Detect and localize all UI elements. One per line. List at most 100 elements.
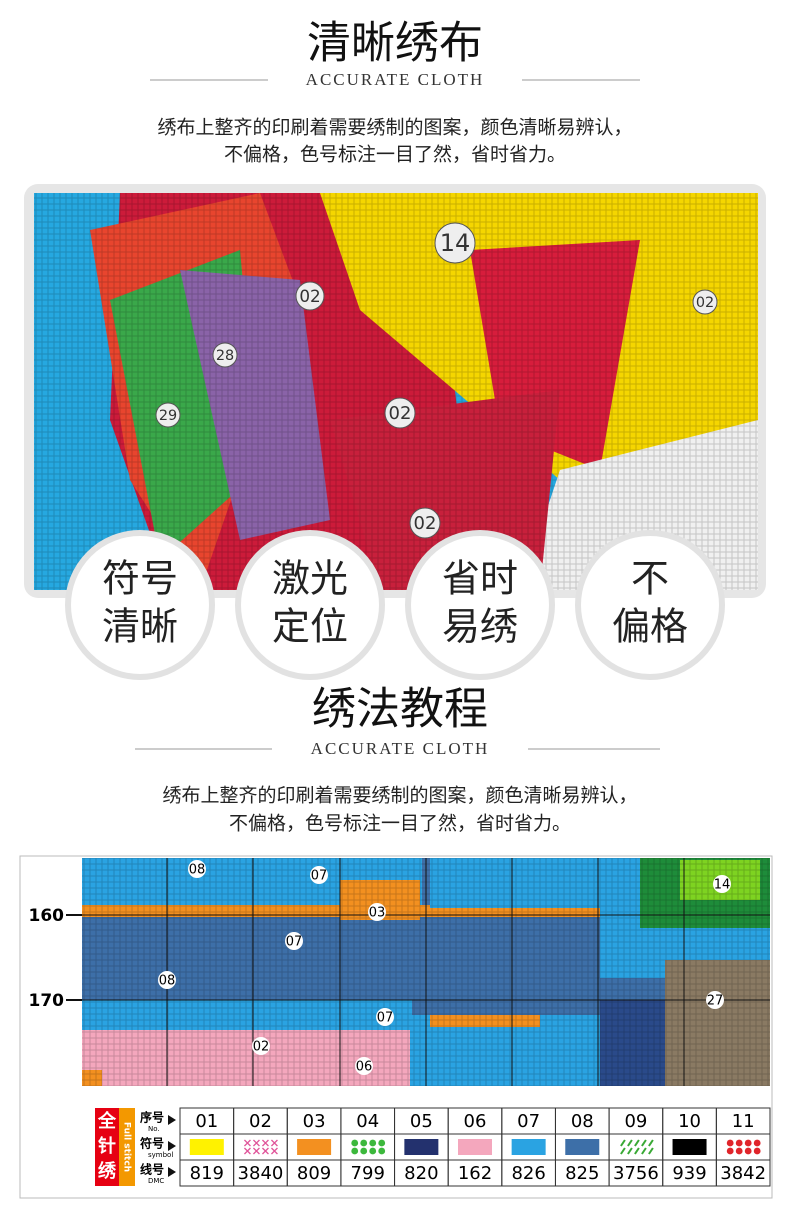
- description: 绣布上整齐的印刷着需要绣制的图案，颜色清晰易辨认，: [157, 117, 632, 139]
- badge-text: 激光: [272, 557, 348, 601]
- legend-swatch: [252, 1139, 260, 1147]
- legend-side-char: 针: [98, 1135, 116, 1157]
- legend-swatch: [627, 1147, 633, 1155]
- cell-marker: [355, 1057, 373, 1075]
- badge-text: 易绣: [442, 605, 518, 649]
- cell-label: 14: [714, 878, 731, 893]
- legend-no: 04: [356, 1111, 379, 1132]
- row-header: 线号: [140, 1162, 164, 1177]
- cell-label: 02: [253, 1040, 270, 1055]
- legend-swatch: [627, 1139, 633, 1147]
- legend-swatch: [351, 1139, 359, 1147]
- legend-swatch: [648, 1147, 654, 1155]
- cell-label: 08: [189, 863, 206, 878]
- photo-marker: [409, 507, 441, 539]
- title: 清晰绣布: [307, 18, 483, 69]
- photo-label: 14: [440, 229, 471, 257]
- cell-marker: [252, 1037, 270, 1055]
- photo-marker: [692, 289, 718, 315]
- legend-swatch: [641, 1147, 647, 1155]
- subtitle: ACCURATE CLOTH: [306, 70, 485, 89]
- row-header: 符号: [140, 1136, 164, 1151]
- legend-swatch: [753, 1139, 761, 1147]
- legend-swatch: [369, 1147, 377, 1155]
- cell-label: 06: [356, 1060, 373, 1075]
- legend-no: 03: [303, 1111, 326, 1132]
- legend-swatch: [404, 1139, 439, 1155]
- legend-swatch: [378, 1147, 386, 1155]
- legend-swatch: [672, 1139, 707, 1155]
- legend-dmc: 162: [458, 1163, 492, 1184]
- legend-swatch: [735, 1147, 743, 1155]
- legend-swatch: [243, 1147, 251, 1155]
- photo-label: 02: [414, 513, 437, 534]
- row-arrow: [168, 1167, 176, 1177]
- cell-label: 27: [707, 994, 724, 1009]
- cell-label: 07: [377, 1011, 394, 1026]
- legend-swatch: [297, 1139, 332, 1155]
- cell-marker: [368, 903, 386, 921]
- legend-swatch: [243, 1139, 251, 1147]
- legend-side: [95, 1108, 119, 1186]
- legend-no: 10: [678, 1111, 701, 1132]
- photo-marker: [155, 402, 181, 428]
- legend-side-en: [119, 1108, 135, 1186]
- legend-swatch: [726, 1139, 734, 1147]
- legend-swatch: [641, 1139, 647, 1147]
- description: 不偏格，色号标注一目了然，省时省力。: [224, 144, 566, 166]
- legend-dmc: 819: [190, 1163, 224, 1184]
- cell-label: 07: [286, 935, 303, 950]
- legend-side-en: Full stitch: [122, 1122, 132, 1172]
- legend-swatch: [726, 1147, 734, 1155]
- legend-swatch: [360, 1147, 368, 1155]
- badge-text: 清晰: [102, 605, 178, 649]
- legend-no: 07: [517, 1111, 540, 1132]
- row-label: 170: [29, 991, 65, 1011]
- badge-text: 偏格: [612, 605, 688, 649]
- badge-text: 符号: [102, 557, 178, 601]
- legend-swatch: [634, 1147, 640, 1155]
- legend-swatch: [360, 1139, 368, 1147]
- cell-marker: [310, 866, 328, 884]
- legend-dmc: 799: [351, 1163, 385, 1184]
- cell-marker: [376, 1008, 394, 1026]
- badge-text: 定位: [272, 605, 348, 649]
- cell-marker: [713, 875, 731, 893]
- photo-marker: [295, 281, 325, 311]
- legend-swatch: [378, 1139, 386, 1147]
- legend-swatch: [261, 1147, 269, 1155]
- photo-marker: [212, 342, 238, 368]
- photo: [34, 193, 758, 590]
- photo-marker: [434, 222, 476, 264]
- row-header-en: symbol: [148, 1151, 173, 1159]
- legend-dmc: 3756: [613, 1163, 659, 1184]
- legend-side-char: 绣: [98, 1160, 117, 1182]
- legend-dmc: 3840: [238, 1163, 284, 1184]
- legend-swatch: [735, 1139, 743, 1147]
- row-label: 160: [29, 906, 65, 926]
- cell-marker: [706, 991, 724, 1009]
- photo-label: 02: [299, 286, 320, 306]
- description: 不偏格，色号标注一目了然，省时省力。: [229, 813, 571, 835]
- legend-swatch: [458, 1139, 492, 1155]
- legend-swatch: [744, 1139, 752, 1147]
- row-header-en: DMC: [148, 1177, 164, 1185]
- description: 绣布上整齐的印刷着需要绣制的图案，颜色清晰易辨认，: [162, 785, 637, 807]
- legend-swatch: [634, 1139, 640, 1147]
- legend-no: 11: [732, 1111, 755, 1132]
- cell-marker: [158, 971, 176, 989]
- legend-swatch: [753, 1147, 761, 1155]
- legend-swatch: [261, 1139, 269, 1147]
- pattern: [82, 858, 770, 1086]
- legend-dmc: 3842: [720, 1163, 766, 1184]
- legend-side-char: 全: [97, 1110, 117, 1132]
- cell-label: 08: [159, 974, 176, 989]
- legend-swatch: [620, 1147, 626, 1155]
- legend-cell: [715, 1159, 771, 1187]
- badge-text: 不: [631, 557, 669, 601]
- badge-circle: [235, 530, 385, 680]
- legend-no: 02: [249, 1111, 272, 1132]
- photo-label: 29: [159, 408, 177, 424]
- badge-circle: [65, 530, 215, 680]
